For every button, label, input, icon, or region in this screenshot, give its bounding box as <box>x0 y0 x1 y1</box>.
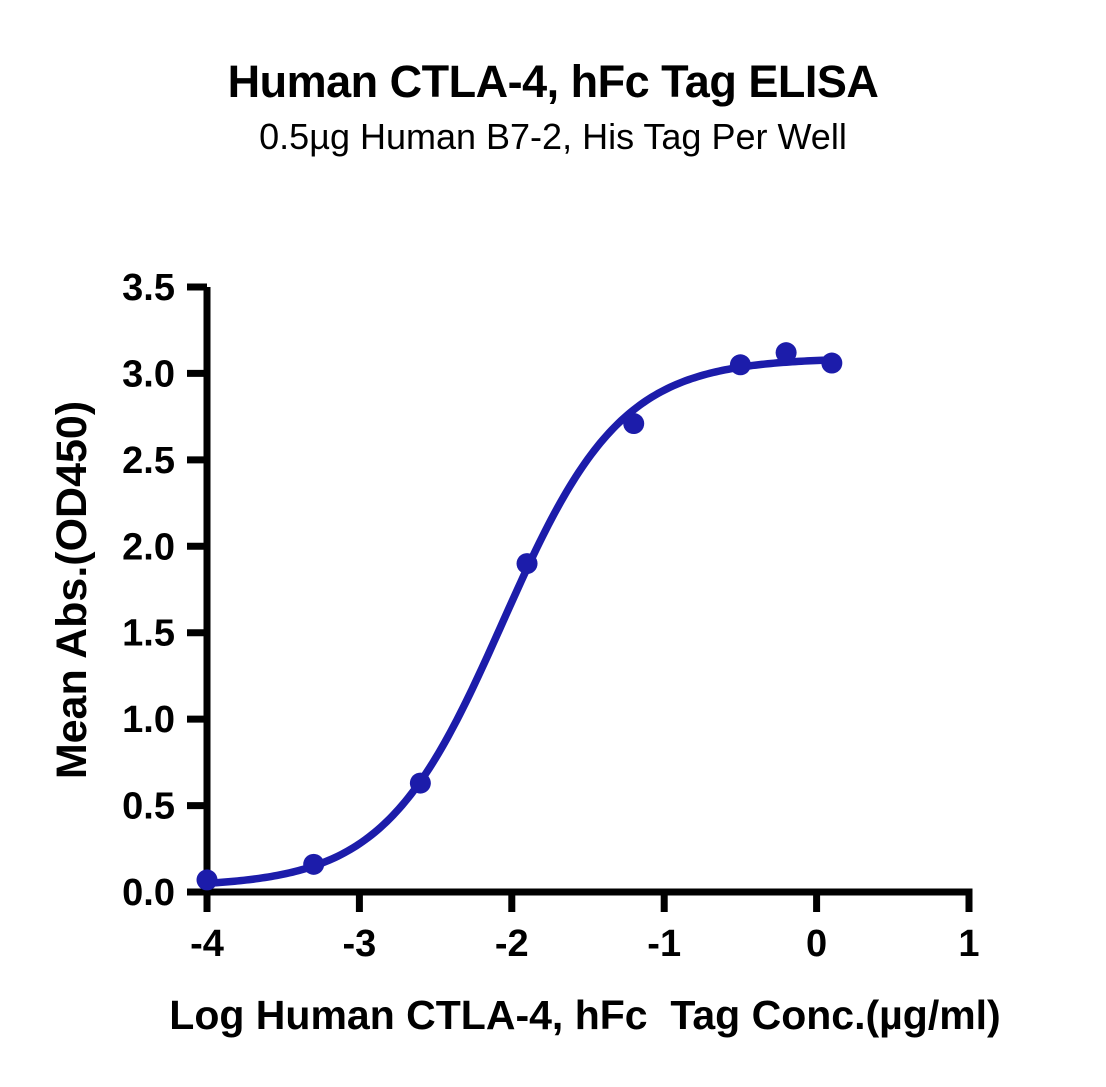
y-tick-label: 2.0 <box>122 526 175 568</box>
data-point <box>775 342 797 364</box>
data-point <box>821 352 843 374</box>
data-point <box>196 869 218 891</box>
data-point <box>729 354 751 376</box>
x-tick-label: -1 <box>647 923 681 965</box>
chart-title: Human CTLA-4, hFc Tag ELISA <box>227 56 879 107</box>
data-point <box>516 553 538 575</box>
data-point <box>303 853 325 875</box>
y-tick-label: 0.5 <box>122 786 175 828</box>
y-tick-label: 1.5 <box>122 613 175 655</box>
x-tick-label: 1 <box>958 923 979 965</box>
y-tick-label: 1.0 <box>122 699 175 741</box>
x-tick-label: 0 <box>806 923 827 965</box>
data-point <box>409 772 431 794</box>
x-tick-label: -3 <box>343 923 377 965</box>
y-tick-label: 3.5 <box>122 267 175 309</box>
fit-curve <box>203 356 839 888</box>
data-point <box>623 413 645 435</box>
x-axis-title: Log Human CTLA-4, hFc Tag Conc.(µg/ml) <box>169 992 1001 1038</box>
x-tick-label: -2 <box>495 923 529 965</box>
y-tick-label: 3.0 <box>122 353 175 395</box>
chart-subtitle: 0.5µg Human B7-2, His Tag Per Well <box>259 116 847 157</box>
y-tick-label: 2.5 <box>122 440 175 482</box>
y-tick-label: 0.0 <box>122 872 175 914</box>
x-tick-label: -4 <box>190 923 224 965</box>
